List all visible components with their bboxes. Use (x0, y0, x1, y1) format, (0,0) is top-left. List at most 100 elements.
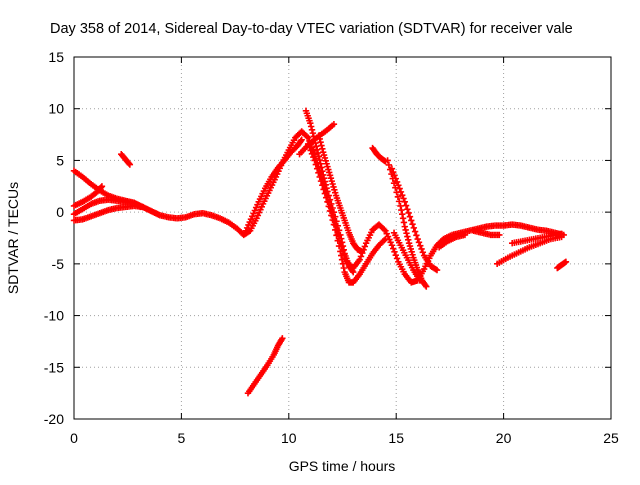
x-tick-label: 10 (281, 430, 297, 446)
data-point (318, 164, 325, 171)
series-arc-s (470, 227, 503, 239)
data-point (333, 232, 340, 239)
data-point (314, 149, 322, 157)
data-point (410, 224, 418, 232)
data-point (312, 161, 320, 168)
data-point (303, 133, 311, 140)
data-point (315, 169, 322, 177)
data-point (403, 230, 410, 237)
data-point (406, 213, 414, 220)
x-tick-label: 5 (178, 430, 186, 446)
series-arc-m (388, 165, 441, 274)
data-point (319, 182, 326, 189)
data-point (313, 143, 320, 150)
data-point (326, 207, 334, 215)
x-axis-label: GPS time / hours (289, 458, 396, 474)
data-point (349, 267, 356, 275)
data-point (399, 211, 406, 218)
plot-frame (73, 56, 612, 420)
data-point (339, 260, 347, 268)
data-point (319, 145, 326, 153)
x-tick-label: 25 (603, 430, 619, 446)
data-point (313, 146, 321, 153)
data-point (461, 231, 469, 239)
y-tick-label: -10 (44, 308, 64, 324)
data-point (411, 228, 419, 235)
data-point (385, 161, 393, 169)
data-point (329, 216, 336, 224)
data-point (395, 182, 402, 189)
series-arc-e (118, 151, 134, 168)
data-point (137, 203, 144, 211)
data-point (391, 172, 398, 179)
y-axis-label: SDTVAR / TECUs (5, 182, 21, 294)
data-point (297, 137, 305, 145)
data-point (307, 119, 314, 127)
data-point (399, 215, 407, 222)
data-point (313, 165, 321, 172)
series-arc-d (70, 196, 144, 218)
x-tick-labels: 0 5 10 15 20 25 (70, 430, 619, 446)
data-point (417, 242, 424, 249)
data-point (245, 228, 253, 235)
data-point (380, 237, 388, 244)
data-point (307, 147, 314, 154)
data-point (328, 212, 335, 219)
data-point (392, 175, 399, 182)
data-point (361, 243, 369, 250)
series-arc-o (244, 335, 286, 397)
data-point (333, 218, 340, 225)
x-tick-label: 20 (496, 430, 512, 446)
data-point (399, 191, 406, 199)
data-point (318, 142, 325, 149)
data-point (322, 194, 330, 201)
data-point (330, 208, 338, 216)
y-tick-label: -20 (44, 411, 64, 427)
y-tick-label: 0 (56, 204, 64, 220)
data-point (335, 242, 343, 250)
data-point (400, 219, 408, 226)
data-point (126, 161, 134, 168)
data-point (304, 134, 312, 141)
data-point (324, 198, 331, 205)
series-arc-g (302, 107, 357, 276)
data-point (413, 232, 420, 239)
data-point (398, 206, 405, 214)
series-arc-n (390, 229, 424, 284)
data-point (331, 213, 339, 220)
data-point (337, 248, 344, 255)
data-point (317, 177, 325, 185)
data-point (405, 209, 412, 217)
data-point (340, 246, 347, 253)
data-point (331, 226, 339, 234)
data-point (350, 268, 357, 276)
series-arc-c (70, 183, 106, 210)
data-point (558, 230, 565, 238)
data-point (388, 242, 396, 249)
data-point (397, 202, 404, 210)
data-point (125, 160, 133, 167)
data-point (338, 235, 345, 242)
data-point (338, 252, 345, 259)
data-point (340, 264, 347, 272)
series-arc-t (435, 231, 469, 251)
data-point (397, 188, 405, 196)
data-point (401, 198, 408, 205)
data-point (404, 233, 411, 240)
data-point (298, 136, 305, 143)
data-point (389, 168, 397, 176)
data-point (316, 173, 323, 181)
data-point (422, 282, 429, 289)
series-arc-f (242, 136, 305, 234)
data-point (315, 132, 323, 139)
data-point (311, 157, 318, 164)
data-point (315, 153, 323, 160)
series-arc-j (315, 132, 366, 255)
y-tick-label: -15 (44, 359, 64, 375)
data-point (317, 160, 324, 167)
data-point (338, 239, 346, 246)
data-point (393, 178, 401, 186)
data-point (432, 266, 439, 273)
data-point (396, 198, 403, 205)
